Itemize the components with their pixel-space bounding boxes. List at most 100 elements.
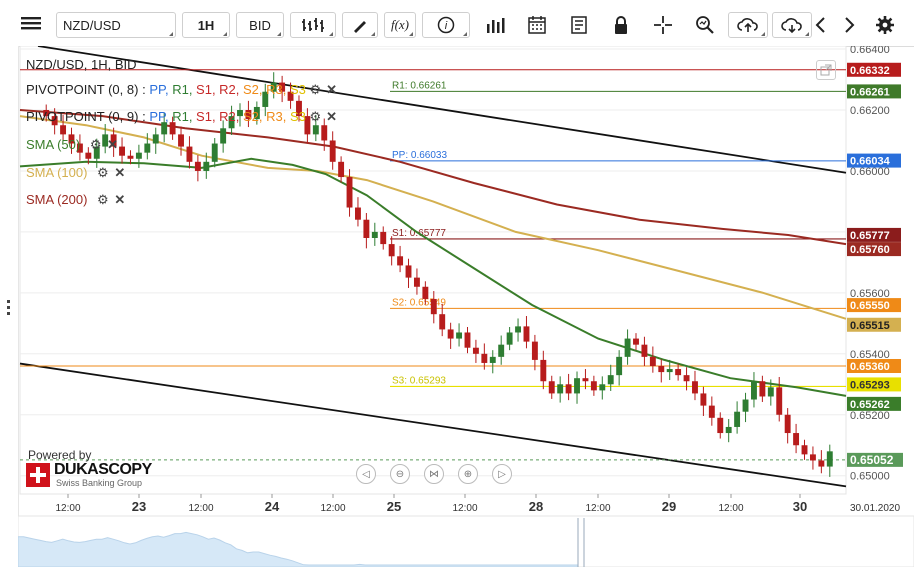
symbol-label: NZD/USD xyxy=(63,17,121,33)
bar-style-button[interactable] xyxy=(290,12,336,38)
close-icon[interactable]: ✕ xyxy=(114,165,126,180)
candle-body xyxy=(211,143,218,162)
chevron-right-icon[interactable] xyxy=(836,14,862,36)
candle-body xyxy=(616,356,623,376)
report-icon[interactable] xyxy=(566,14,592,36)
close-icon[interactable]: ✕ xyxy=(114,192,126,207)
popout-button[interactable] xyxy=(816,60,836,80)
chevron-right-icon: ▷ xyxy=(498,468,506,480)
chevron-left-icon[interactable] xyxy=(808,14,834,36)
candle-body xyxy=(60,125,67,135)
x-tick-label: 12:00 xyxy=(452,503,477,514)
candle-body xyxy=(85,152,92,159)
zoom-out-button[interactable]: ⊖ xyxy=(390,464,410,484)
candle-body xyxy=(237,110,243,117)
candle-body xyxy=(683,375,690,382)
price-side-select[interactable]: BID xyxy=(236,12,284,38)
function-button[interactable]: f(x) xyxy=(384,12,416,38)
y-tick-label: 0.66200 xyxy=(850,105,890,117)
candle-body xyxy=(355,207,361,220)
left-panel-handle[interactable] xyxy=(0,46,19,567)
pivot-2-items: PP, R1, S1, R2, S2, R3, S3 xyxy=(149,109,309,124)
menu-icon[interactable] xyxy=(18,12,44,34)
zoom-icon[interactable] xyxy=(692,14,718,36)
symbol-select[interactable]: NZD/USD xyxy=(56,12,176,38)
lock-icon[interactable] xyxy=(608,14,634,36)
drag-handle-icon xyxy=(7,300,10,318)
pivot-2-label: PIVOTPOINT (0, 9) xyxy=(26,109,139,124)
gear-icon[interactable] xyxy=(872,14,898,36)
y-tick-label: 0.66000 xyxy=(850,166,890,178)
candle-body xyxy=(68,134,75,144)
price-side-label: BID xyxy=(249,17,271,33)
plot-area xyxy=(19,46,847,495)
info-button[interactable]: i xyxy=(422,12,470,38)
y-tick-label: 0.65600 xyxy=(850,288,890,300)
price-badge xyxy=(847,298,901,313)
pivot-legend-2: PIVOTPOINT (0, 9) : PP, R1, S1, R2, S2, … xyxy=(26,109,339,125)
pivot-item-4: S2, xyxy=(243,109,267,124)
candle-body xyxy=(489,356,496,363)
candle-body xyxy=(127,155,134,159)
pivot-item-6: S3 xyxy=(289,82,310,97)
zoom-in-button[interactable]: ⊕ xyxy=(458,464,478,484)
reset-view-button[interactable]: ⋈ xyxy=(424,464,444,484)
candle-body xyxy=(540,359,547,382)
candle-body xyxy=(590,381,597,391)
pivot-item-3: R2, xyxy=(219,109,244,124)
sma100-line xyxy=(19,115,847,320)
close-icon[interactable]: ✕ xyxy=(107,137,118,152)
candle-body xyxy=(338,161,345,178)
dukascopy-logo xyxy=(26,463,50,487)
upload-button[interactable] xyxy=(728,12,768,38)
svg-text:i: i xyxy=(445,20,448,32)
timeframe-select[interactable]: 1H xyxy=(182,12,230,38)
candle-body xyxy=(346,177,353,208)
price-badge xyxy=(847,227,901,242)
candle-body xyxy=(472,347,479,354)
candle-body xyxy=(809,454,816,461)
pen-icon xyxy=(354,21,366,33)
close-icon[interactable]: ✕ xyxy=(326,82,338,97)
scroll-right-button[interactable]: ▷ xyxy=(492,464,512,484)
brand-name: DUKASCOPY xyxy=(54,461,152,478)
candle-body xyxy=(641,344,648,357)
price-badge-label: 0.65293 xyxy=(850,379,890,391)
gear-icon[interactable]: ⚙ xyxy=(97,192,109,207)
gear-icon[interactable]: ⚙ xyxy=(89,137,102,152)
gear-icon[interactable]: ⚙ xyxy=(309,82,322,97)
scroll-left-button[interactable]: ◁ xyxy=(356,464,376,484)
candle-body xyxy=(658,366,665,373)
gear-icon[interactable]: ⚙ xyxy=(309,109,322,124)
calendar-icon[interactable] xyxy=(524,14,550,36)
candle-body xyxy=(506,332,513,345)
price-badge-label: 0.65760 xyxy=(850,244,890,256)
candle-body xyxy=(692,381,698,394)
price-badge xyxy=(847,84,901,99)
brand-tagline: Swiss Banking Group xyxy=(56,478,143,488)
pivot-1-items: PP, R1, S1, R2, S2, R3, S3 xyxy=(149,82,309,97)
download-icon xyxy=(781,18,802,34)
candle-body xyxy=(633,338,639,345)
crosshair-icon[interactable] xyxy=(650,14,676,36)
candle-body xyxy=(102,134,109,147)
candle-body xyxy=(818,460,825,467)
sma50-label: SMA (50) xyxy=(26,137,81,152)
price-badge xyxy=(847,317,901,332)
draw-button[interactable] xyxy=(342,12,378,38)
chart-title: NZD/USD, 1H, BID xyxy=(26,57,137,72)
function-icon: f(x) xyxy=(390,17,410,32)
candle-body xyxy=(220,128,227,144)
candle-body xyxy=(93,146,100,159)
price-chart[interactable]: 0.664000.662000.660000.658000.656000.654… xyxy=(18,46,914,567)
candle-body xyxy=(363,219,370,238)
price-badge xyxy=(847,359,901,373)
volume-icon[interactable] xyxy=(482,14,508,36)
x-tick-label: 25 xyxy=(387,499,401,514)
gear-icon[interactable]: ⚙ xyxy=(97,165,109,180)
pivot-label-s3: S3: 0.65293 xyxy=(392,375,446,386)
close-icon[interactable]: ✕ xyxy=(326,109,338,124)
download-button[interactable] xyxy=(772,12,812,38)
price-badge xyxy=(847,62,901,77)
price-badge xyxy=(847,396,901,411)
